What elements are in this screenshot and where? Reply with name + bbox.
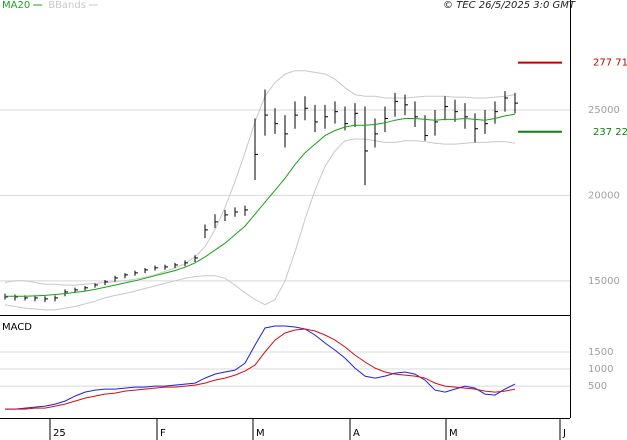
macd-line bbox=[5, 325, 516, 410]
y-tick-label: 20000 bbox=[588, 190, 620, 201]
y-tick-label: 500 bbox=[588, 381, 607, 392]
band-line bbox=[4, 70, 516, 286]
x-tick-label: M bbox=[256, 428, 265, 439]
level-label: 237 22 bbox=[593, 127, 627, 138]
ma-line bbox=[5, 113, 516, 297]
legend-label: MA20 bbox=[2, 0, 30, 11]
x-tick-label: J bbox=[562, 428, 566, 439]
band-line bbox=[4, 138, 516, 311]
macd-line bbox=[5, 328, 516, 410]
y-tick-label: 25000 bbox=[588, 105, 620, 116]
x-tick-label: 25 bbox=[53, 428, 66, 439]
panel-title: MACD bbox=[2, 322, 32, 333]
source: © TEC 26/5/2025 3:0 GMT bbox=[443, 0, 576, 11]
y-tick-label: 1000 bbox=[588, 364, 613, 375]
x-tick-label: F bbox=[160, 428, 166, 439]
y-tick-label: 1500 bbox=[588, 347, 613, 358]
level-label: 277 71 bbox=[593, 58, 627, 69]
legend-label: BBands bbox=[48, 0, 86, 11]
y-tick-label: 15000 bbox=[588, 276, 620, 287]
x-tick-label: M bbox=[449, 428, 458, 439]
x-tick-label: A bbox=[353, 428, 360, 439]
